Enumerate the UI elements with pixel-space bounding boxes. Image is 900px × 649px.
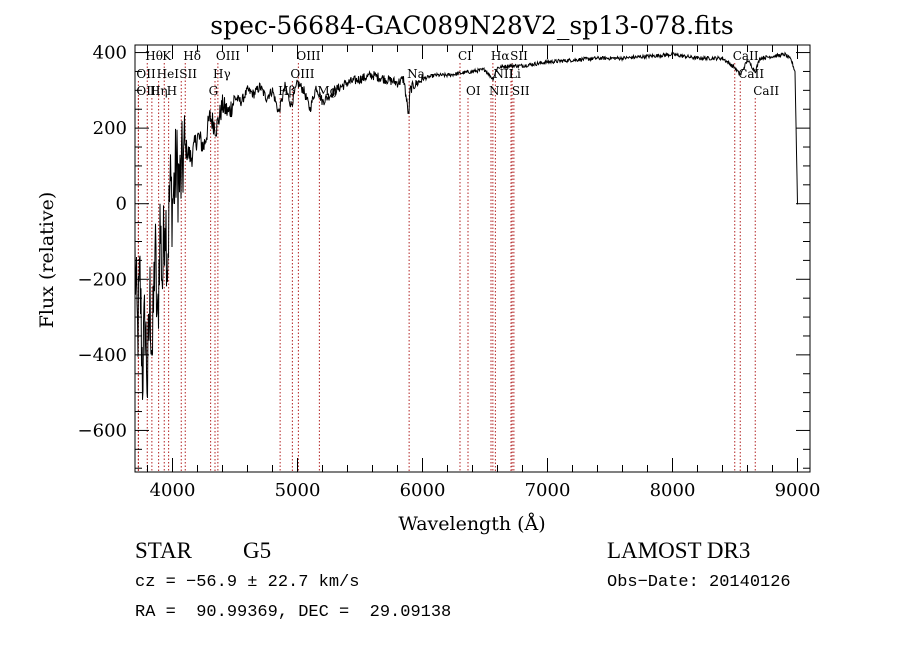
y-tick-label: −200 (78, 269, 127, 290)
line-marker-label-21: G (209, 84, 219, 98)
line-marker-label-3: OIII (216, 49, 240, 63)
axis-ticks: 4000 5000 6000 7000 8000 9000 −600 −400 −200 0 200… (78, 43, 821, 501)
line-marker-label-4: OIII (296, 49, 320, 63)
object-subclass: G5 (243, 538, 272, 563)
line-marker-label-0: Hθ (145, 49, 163, 63)
line-marker-label-27: CaII (753, 84, 779, 98)
y-tick-label: −400 (78, 345, 127, 366)
line-marker-label-8: CaII (733, 49, 759, 63)
coordinates: RA = 90.99369, DEC = 29.09138 (135, 603, 452, 622)
flux-series-line (134, 51, 798, 400)
x-tick-label: 9000 (775, 480, 821, 501)
line-marker-label-11: SII (179, 67, 197, 81)
line-marker-label-19: Hη (150, 84, 168, 98)
line-marker-label-16: Li (509, 67, 521, 81)
line-marker-label-15: NII (493, 67, 513, 81)
line-marker-label-13: OIII (290, 67, 314, 81)
x-tick-label: 7000 (525, 480, 571, 501)
line-marker-label-2: Hδ (183, 49, 201, 63)
line-marker-label-6: Hα (491, 49, 510, 63)
line-marker-label-24: OI (466, 84, 481, 98)
y-tick-label: 0 (116, 194, 127, 215)
plot-frame (134, 44, 811, 473)
y-axis-label: Flux (relative) (36, 192, 58, 329)
x-tick-label: 8000 (650, 480, 696, 501)
line-marker-label-10: HeI (157, 67, 180, 81)
obs-date: Obs−Date: 20140126 (607, 573, 791, 592)
line-marker-label-7: SII (510, 49, 528, 63)
chart-title: spec-56684-GAC089N28V2_sp13-078.fits (210, 11, 733, 40)
series-group (134, 51, 798, 400)
x-tick-label: 4000 (150, 480, 196, 501)
line-marker-label-5: CI (458, 49, 472, 63)
line-marker-label-1: K (162, 49, 172, 63)
survey-name: LAMOST DR3 (607, 538, 751, 563)
y-tick-label: −600 (78, 420, 127, 441)
object-class: STAR (135, 538, 192, 563)
redshift-readout: cz = −56.9 ± 22.7 km/s (135, 573, 360, 592)
line-marker-label-17: CaII (738, 67, 764, 81)
x-tick-label: 6000 (400, 480, 446, 501)
y-tick-label: 200 (93, 118, 127, 139)
x-axis-label: Wavelength (Å) (398, 513, 545, 535)
line-marker-label-9: OII (136, 67, 156, 81)
line-marker-label-18: OIII (136, 84, 160, 98)
line-marker-label-12: Hγ (213, 67, 231, 81)
y-tick-label: 400 (93, 43, 127, 64)
line-marker-label-14: Na (407, 67, 425, 81)
line-marker-label-25: NII (489, 84, 509, 98)
line-marker-label-26: SII (512, 84, 530, 98)
line-marker-label-20: H (167, 84, 177, 98)
x-tick-label: 5000 (275, 480, 321, 501)
